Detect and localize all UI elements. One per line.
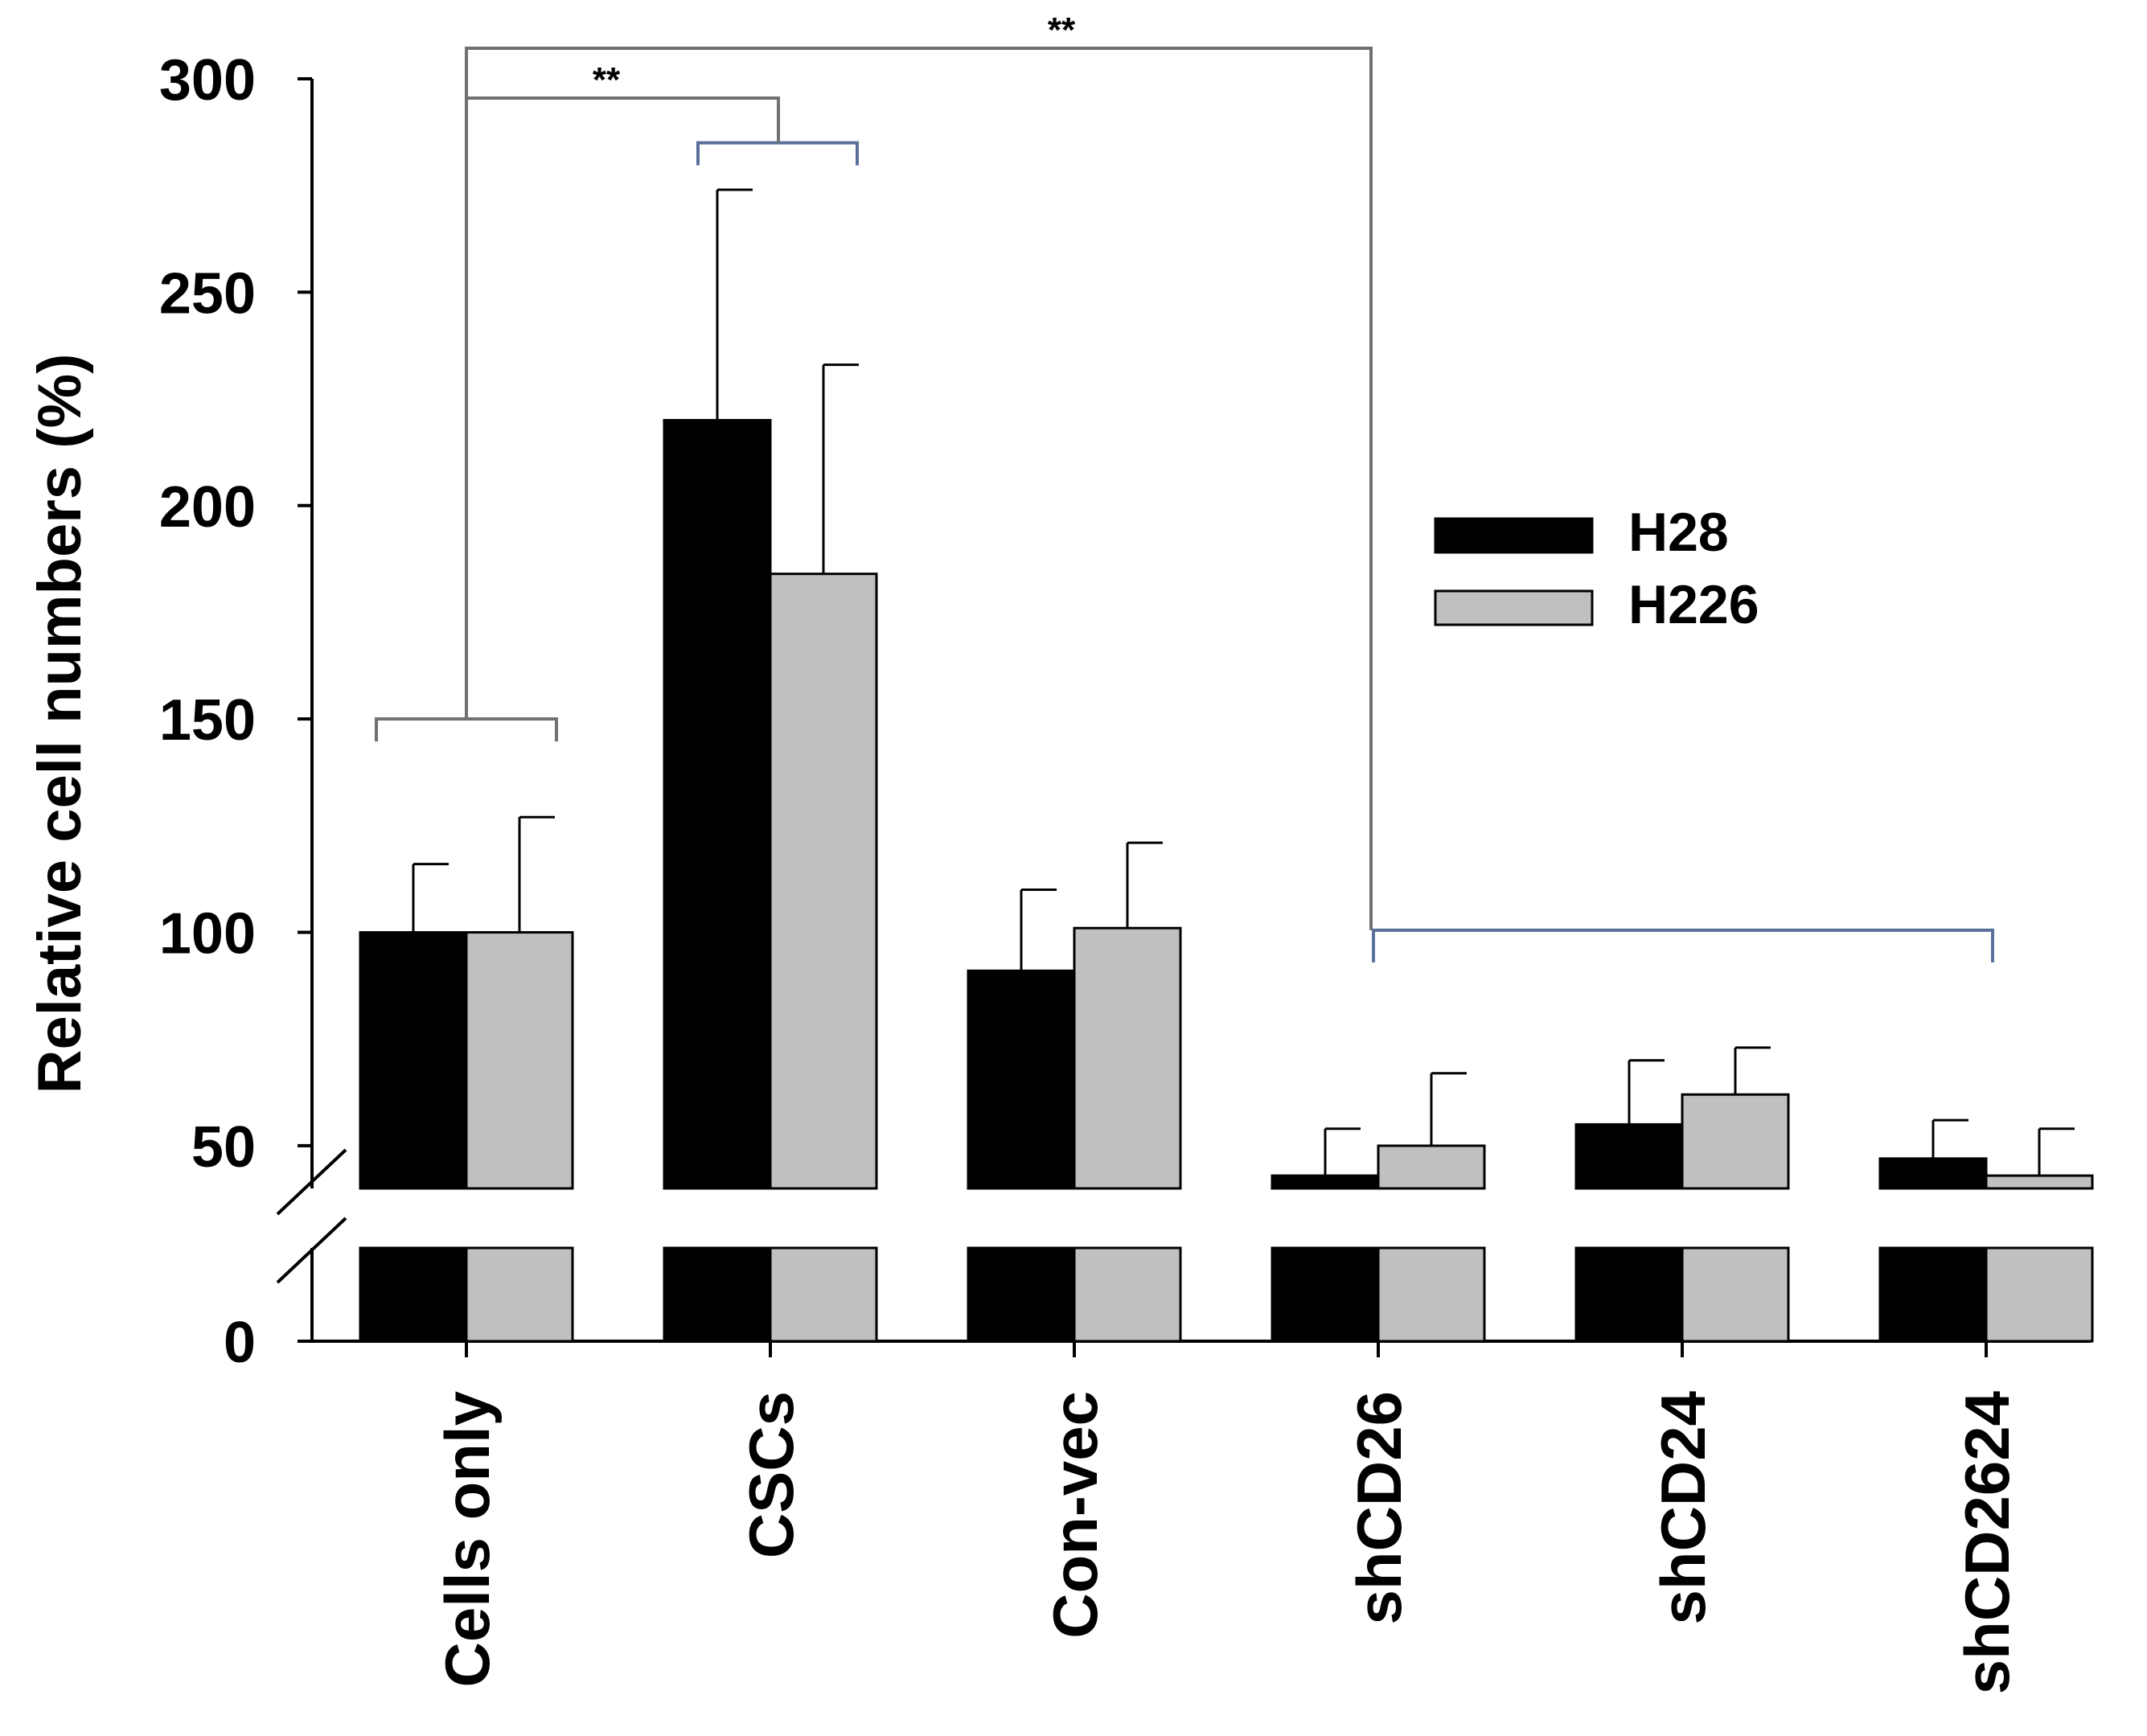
x-category-label: Cells only <box>432 1391 503 1687</box>
y-tick-label: 50 <box>191 1115 256 1180</box>
legend-swatch-h226 <box>1434 589 1594 626</box>
bar-h28-upper <box>663 419 772 1190</box>
bracket-sh-groups <box>1372 928 1994 962</box>
x-category-label: shCD24 <box>1648 1391 1718 1624</box>
connector-cells-cscs <box>465 96 780 720</box>
bar-h226-lower <box>769 1246 878 1343</box>
y-tick-label: 100 <box>159 902 256 966</box>
x-category-label: shCD26 <box>1344 1391 1414 1624</box>
significance-label: ** <box>1048 10 1076 50</box>
bar-h28-upper <box>1271 1174 1380 1190</box>
bar-h226-upper <box>1985 1174 2094 1190</box>
y-tick-label: 250 <box>159 261 256 326</box>
y-tick-label: 200 <box>159 475 256 540</box>
bar-h28-lower <box>663 1246 772 1343</box>
legend-swatch-h28 <box>1434 517 1594 554</box>
bar-h226-upper <box>1681 1093 1790 1190</box>
bar-h28-upper <box>1574 1122 1684 1190</box>
bar-h28-lower <box>967 1246 1076 1343</box>
bar-h226-lower <box>1073 1246 1182 1343</box>
axes: 0 50 100 150 200 250 300 Relative cell numbers … <box>26 48 2091 1694</box>
bar-h226-lower <box>1377 1246 1486 1343</box>
bar-h226-lower <box>465 1246 574 1343</box>
bar-h28-lower <box>1878 1246 1988 1343</box>
y-axis-title: Relative cell numbers (%) <box>26 354 94 1094</box>
bar-h226-lower <box>1985 1246 2094 1343</box>
bar-h28-upper <box>1878 1157 1988 1190</box>
bar-h28-lower <box>359 1246 468 1343</box>
bar-h226-upper <box>1073 926 1182 1190</box>
x-category-label: shCD2624 <box>1952 1391 2022 1694</box>
bar-h28-lower <box>1271 1246 1380 1343</box>
y-tick-label: 150 <box>159 688 256 753</box>
bracket-cells-only <box>375 717 558 742</box>
x-category-label: Con-vec <box>1040 1391 1110 1639</box>
axis-break-mark <box>276 1217 347 1284</box>
significance-brackets: ** ** <box>375 10 1994 962</box>
bar-h226-upper <box>769 573 878 1190</box>
bar-h226-upper <box>1377 1144 1486 1190</box>
bar-h28-upper <box>967 969 1076 1190</box>
bar-h28-lower <box>1574 1246 1684 1343</box>
significance-label: ** <box>593 60 621 100</box>
connector-cells-sh <box>465 47 1373 930</box>
bar-h28-upper <box>359 931 468 1190</box>
bracket-cscs <box>696 141 859 166</box>
legend-label-h226: H226 <box>1628 574 1759 635</box>
axis-break-mark <box>276 1148 347 1216</box>
y-tick-label: 300 <box>159 48 256 113</box>
bar-h226-lower <box>1681 1246 1790 1343</box>
legend: H28 H226 <box>1434 502 1759 635</box>
bar-h226-upper <box>465 931 574 1190</box>
x-category-label: CSCs <box>736 1391 807 1558</box>
legend-label-h28: H28 <box>1628 502 1729 563</box>
bars <box>359 188 2094 1343</box>
y-tick-label: 0 <box>224 1311 256 1375</box>
